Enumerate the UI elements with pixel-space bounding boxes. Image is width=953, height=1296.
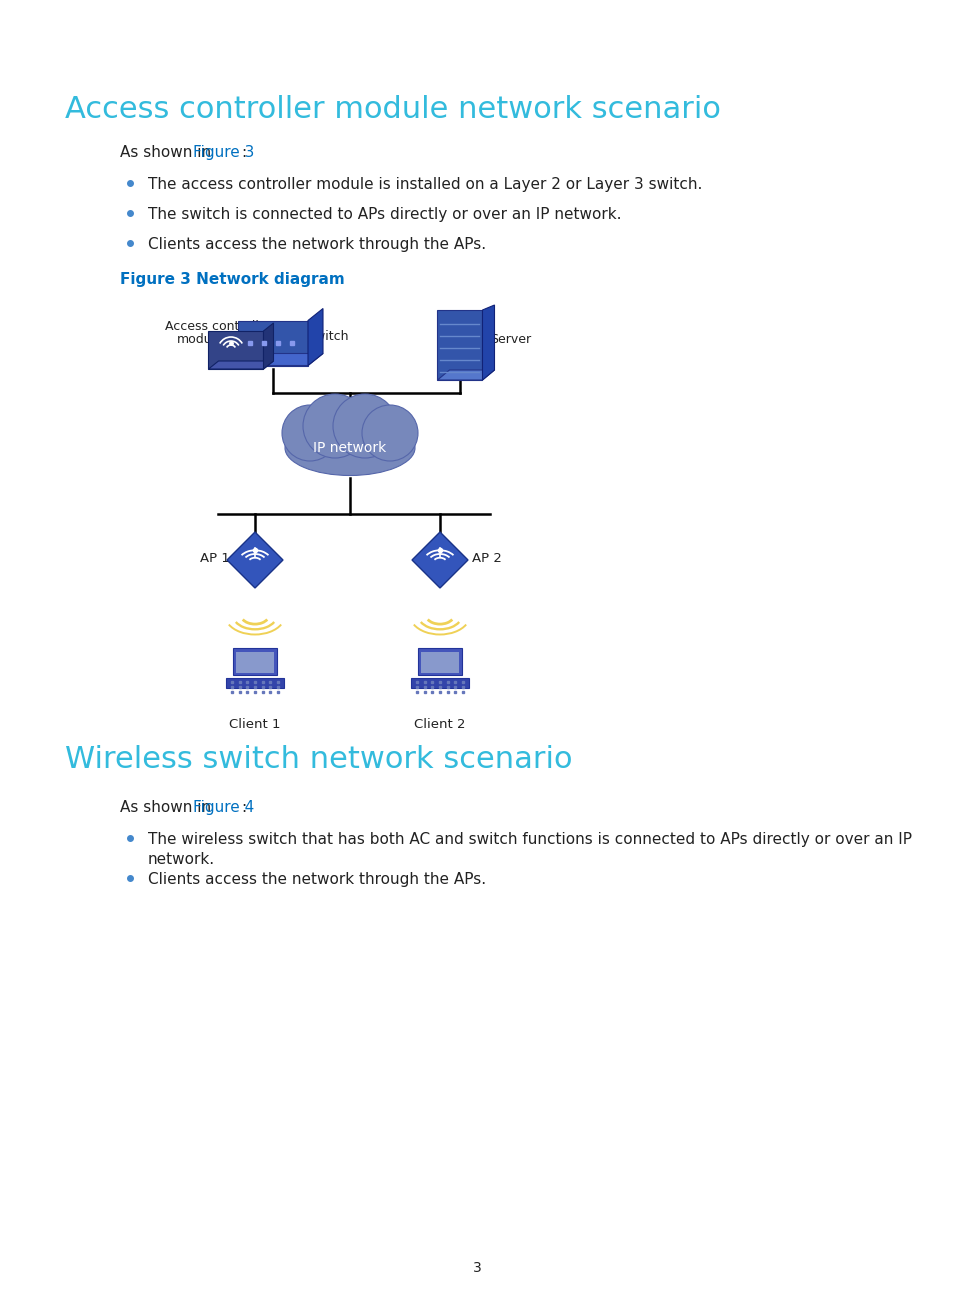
Text: :: :	[241, 800, 246, 815]
Text: Clients access the network through the APs.: Clients access the network through the A…	[148, 872, 486, 886]
Polygon shape	[420, 652, 458, 673]
Text: Server: Server	[490, 333, 531, 346]
Text: AP 1: AP 1	[200, 552, 230, 565]
Text: AP 2: AP 2	[472, 552, 501, 565]
Polygon shape	[263, 323, 274, 369]
Polygon shape	[227, 531, 283, 588]
Polygon shape	[235, 652, 274, 673]
Text: Access controller: Access controller	[165, 320, 272, 333]
Text: network.: network.	[148, 851, 214, 867]
Text: Client 2: Client 2	[414, 718, 465, 731]
Text: IP network: IP network	[313, 441, 386, 455]
Text: As shown in: As shown in	[120, 145, 215, 159]
Text: The switch is connected to APs directly or over an IP network.: The switch is connected to APs directly …	[148, 207, 620, 222]
Polygon shape	[411, 678, 468, 688]
Polygon shape	[226, 678, 283, 688]
Text: Switch: Switch	[307, 330, 348, 343]
Polygon shape	[437, 369, 494, 380]
Text: Clients access the network through the APs.: Clients access the network through the A…	[148, 237, 486, 251]
Text: :: :	[241, 145, 246, 159]
Polygon shape	[437, 310, 482, 380]
Polygon shape	[412, 531, 468, 588]
Text: The access controller module is installed on a Layer 2 or Layer 3 switch.: The access controller module is installe…	[148, 178, 701, 192]
Polygon shape	[237, 320, 308, 365]
Polygon shape	[308, 308, 323, 365]
Text: The wireless switch that has both AC and switch functions is connected to APs di: The wireless switch that has both AC and…	[148, 832, 911, 848]
Ellipse shape	[285, 420, 415, 476]
Text: 3: 3	[472, 1261, 481, 1275]
Polygon shape	[417, 648, 462, 675]
Circle shape	[361, 404, 417, 461]
Text: Access controller module network scenario: Access controller module network scenari…	[65, 95, 720, 124]
Polygon shape	[237, 354, 323, 365]
Text: Wireless switch network scenario: Wireless switch network scenario	[65, 745, 572, 774]
Text: Client 1: Client 1	[229, 718, 280, 731]
Text: module: module	[177, 333, 224, 346]
Circle shape	[282, 404, 337, 461]
Polygon shape	[482, 305, 494, 380]
Circle shape	[333, 394, 396, 457]
Polygon shape	[209, 330, 263, 369]
Polygon shape	[233, 648, 277, 675]
Polygon shape	[209, 362, 274, 369]
Text: Figure 4: Figure 4	[193, 800, 254, 815]
Text: Figure 3: Figure 3	[193, 145, 254, 159]
Text: As shown in: As shown in	[120, 800, 215, 815]
Text: Figure 3 Network diagram: Figure 3 Network diagram	[120, 272, 344, 286]
Circle shape	[303, 394, 367, 457]
